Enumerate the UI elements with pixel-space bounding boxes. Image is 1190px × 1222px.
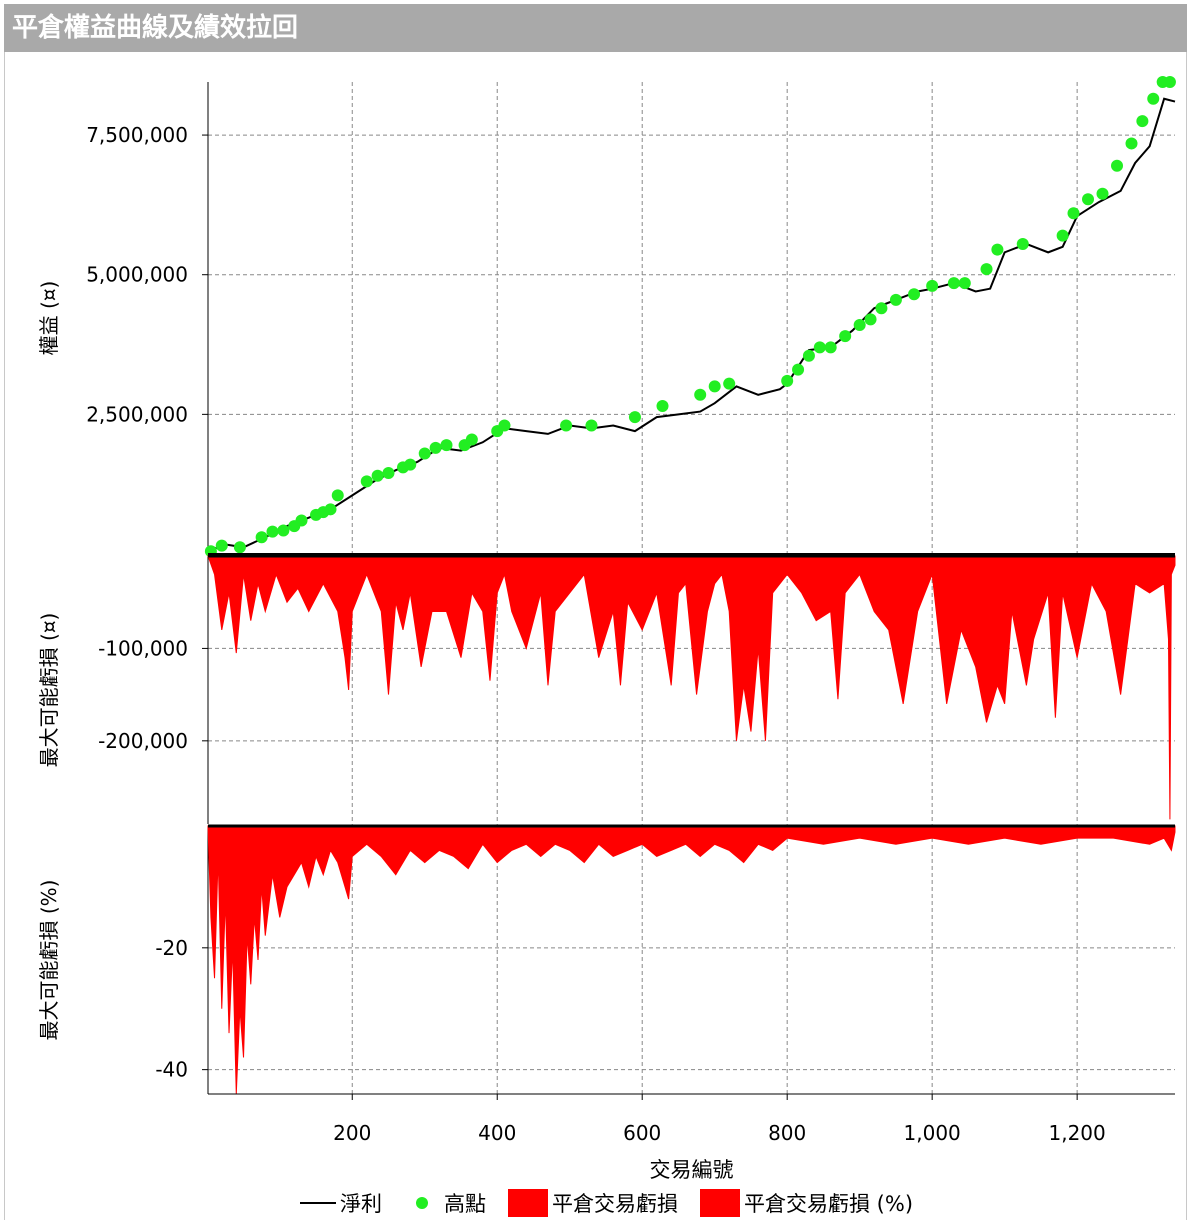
legend-dot-swatch — [416, 1197, 428, 1209]
legend-label-closed-loss: 平倉交易虧損 — [552, 1192, 678, 1216]
peak-marker — [1125, 137, 1138, 150]
y-axis-title: 權益 (¤) — [37, 281, 61, 356]
peak-marker — [418, 447, 431, 460]
peak-marker — [991, 243, 1004, 256]
y-tick-label: 2,500,000 — [86, 402, 188, 426]
peak-marker — [980, 263, 993, 276]
peak-marker — [908, 288, 921, 301]
peak-marker — [781, 374, 794, 387]
legend-box-swatch — [508, 1189, 548, 1217]
peak-marker — [723, 377, 736, 390]
x-axis-title: 交易編號 — [650, 1158, 734, 1182]
y-axis-title: 最大可能虧損 (¤) — [37, 613, 61, 768]
peak-marker — [839, 330, 852, 343]
peak-marker — [585, 419, 598, 432]
peak-marker — [656, 399, 669, 412]
peak-marker — [1136, 115, 1149, 128]
drawdown-value-area — [207, 555, 1176, 820]
peak-marker — [295, 514, 308, 527]
peak-marker — [875, 302, 888, 315]
peak-marker — [215, 539, 228, 552]
legend: 淨利 高點 平倉交易虧損 平倉交易虧損 (%) — [300, 1186, 935, 1220]
peak-marker — [277, 524, 290, 537]
peak-marker — [371, 469, 384, 482]
peak-marker — [331, 489, 344, 502]
peak-marker — [233, 541, 246, 554]
x-tick-label: 800 — [768, 1121, 806, 1145]
peak-marker — [360, 475, 373, 488]
y-tick-label: -40 — [155, 1058, 188, 1082]
peak-marker — [498, 419, 511, 432]
peak-marker — [802, 349, 815, 362]
legend-item-closed-loss: 平倉交易虧損 — [508, 1188, 678, 1218]
x-tick-label: 600 — [623, 1121, 661, 1145]
legend-label-closed-loss-pct: 平倉交易虧損 (%) — [744, 1192, 914, 1216]
legend-box-swatch-pct — [700, 1189, 740, 1217]
peak-marker — [853, 318, 866, 331]
x-tick-label: 200 — [333, 1121, 371, 1145]
peak-marker — [429, 441, 442, 454]
peak-marker — [958, 277, 971, 290]
peak-marker — [824, 341, 837, 354]
y-tick-label: -20 — [155, 936, 188, 960]
peak-marker — [708, 380, 721, 393]
window-title: 平倉權益曲線及績效拉回 — [4, 4, 1187, 52]
peak-marker — [266, 525, 279, 538]
x-tick-label: 400 — [478, 1121, 516, 1145]
peak-marker — [324, 503, 337, 516]
peak-marker — [1016, 237, 1029, 250]
peak-marker — [440, 439, 453, 452]
y-tick-label: -100,000 — [98, 636, 188, 660]
peak-marker — [792, 363, 805, 376]
peak-marker — [404, 458, 417, 471]
peak-marker — [1111, 159, 1124, 172]
peak-marker — [1163, 76, 1176, 88]
peak-marker — [465, 433, 478, 446]
peak-marker — [1096, 187, 1109, 200]
peak-marker — [1056, 229, 1069, 242]
peak-marker — [926, 279, 939, 292]
legend-line-swatch — [300, 1202, 336, 1204]
peak-marker — [694, 388, 707, 401]
peak-marker — [889, 293, 902, 306]
chart-frame — [4, 52, 1187, 1220]
peak-marker — [382, 467, 395, 480]
legend-label-net-profit: 淨利 — [340, 1192, 382, 1216]
peak-marker — [864, 313, 877, 326]
peak-marker — [947, 277, 960, 290]
peak-marker — [813, 341, 826, 354]
peak-marker — [1147, 92, 1160, 105]
legend-item-closed-loss-pct: 平倉交易虧損 (%) — [700, 1188, 913, 1218]
legend-item-peak: 高點 — [404, 1188, 486, 1218]
peak-marker — [1067, 207, 1080, 220]
peak-marker — [628, 411, 641, 424]
y-tick-label: 5,000,000 — [86, 263, 188, 287]
legend-item-net-profit: 淨利 — [300, 1188, 382, 1218]
y-axis-title: 最大可能虧損 (%) — [37, 880, 61, 1041]
legend-label-peak: 高點 — [444, 1192, 486, 1216]
x-tick-label: 1,000 — [904, 1121, 961, 1145]
peak-marker — [560, 419, 573, 432]
peak-marker — [1082, 193, 1095, 206]
peak-marker — [255, 531, 268, 544]
net-profit-line — [207, 97, 1176, 555]
x-tick-label: 1,200 — [1049, 1121, 1106, 1145]
y-tick-label: 7,500,000 — [86, 123, 188, 147]
drawdown-pct-area — [207, 825, 1176, 1095]
y-tick-label: -200,000 — [98, 729, 188, 753]
